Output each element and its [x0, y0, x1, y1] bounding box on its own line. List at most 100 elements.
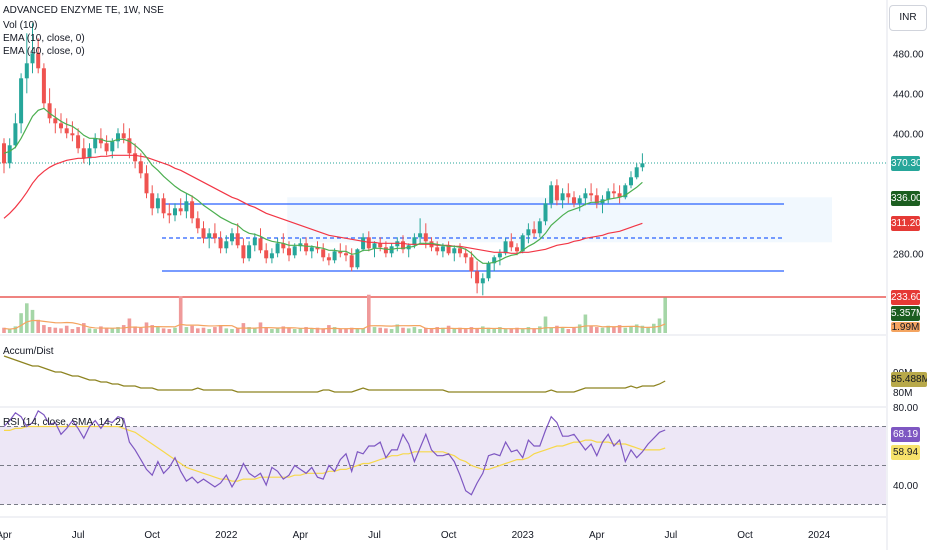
volume-bar	[577, 324, 582, 333]
candle-body	[492, 257, 497, 264]
volume-bar	[463, 329, 468, 333]
rsi-tag: 68.19	[891, 427, 920, 442]
legend-rsi[interactable]: RSI (14, close, SMA, 14, 2)	[3, 417, 125, 428]
candle-body	[70, 133, 75, 136]
range-box	[287, 197, 832, 243]
volume-bar	[235, 327, 240, 333]
candle-body	[133, 153, 138, 162]
volume-bar	[332, 327, 337, 333]
candle-body	[178, 208, 183, 212]
candle-body	[378, 243, 383, 248]
candle-body	[606, 191, 611, 200]
volume-bar	[458, 327, 462, 333]
candle-body	[304, 243, 309, 252]
volume-bar	[110, 328, 115, 333]
time-axis-label: Jul	[665, 530, 678, 541]
legend-ema10[interactable]: EMA (10, close, 0)	[3, 33, 85, 44]
candle-body	[104, 143, 109, 152]
volume-bar	[156, 327, 160, 333]
candle-body	[515, 247, 519, 252]
volume-bar	[498, 327, 502, 333]
volume-bar	[623, 327, 628, 333]
volume-bar	[520, 329, 525, 333]
volume-bar	[429, 328, 434, 333]
volume-bar	[412, 327, 417, 333]
legend-ema40[interactable]: EMA (40, close, 0)	[3, 46, 85, 57]
candle-body	[589, 193, 594, 196]
candle-body	[64, 128, 69, 134]
volume-bar	[384, 328, 388, 333]
time-axis-label: Apr	[293, 530, 309, 541]
volume-bar	[82, 323, 86, 333]
candle-body	[554, 185, 559, 201]
volume-bar	[184, 327, 189, 333]
candle-body	[435, 247, 440, 252]
candle-body	[566, 193, 571, 198]
candle-body	[315, 247, 320, 250]
volume-bar	[275, 328, 280, 333]
candle-body	[207, 233, 212, 239]
candle-body	[338, 251, 343, 254]
candle-body	[292, 246, 297, 256]
rsi-tick-label: 80.00	[893, 403, 918, 414]
candle-body	[355, 249, 360, 268]
volume-bar	[304, 327, 308, 333]
candle-body	[594, 195, 599, 204]
symbol-title[interactable]: ADVANCED ENZYME TE, 1W, NSE	[3, 5, 164, 16]
volume-bar	[538, 326, 542, 333]
time-axis-label: 2022	[215, 530, 238, 541]
volume-bar	[338, 329, 343, 333]
candle-body	[161, 198, 166, 214]
currency-button[interactable]: INR	[889, 5, 927, 31]
volume-bar	[224, 328, 229, 333]
volume-bar	[201, 327, 206, 333]
ema10-line	[3, 107, 643, 264]
volume-bar	[424, 327, 428, 333]
candle-body	[76, 135, 81, 149]
volume-bar	[173, 327, 177, 333]
candle-body	[611, 191, 616, 194]
volume-bar	[139, 327, 143, 333]
volume-bar	[378, 327, 382, 333]
candle-body	[452, 248, 457, 254]
volume-bar	[401, 327, 405, 333]
volume-bar	[617, 325, 622, 333]
legend-accdist[interactable]: Accum/Dist	[3, 346, 54, 357]
volume-bar	[310, 329, 314, 333]
volume-bar	[555, 325, 559, 333]
legend-volume[interactable]: Vol (10)	[3, 20, 38, 31]
time-axis-label: Jul	[72, 530, 85, 541]
candle-body	[59, 123, 63, 129]
volume-bar	[150, 325, 154, 333]
candle-body	[195, 218, 200, 229]
volume-bar	[441, 327, 445, 333]
volume-bar	[270, 329, 274, 333]
volume-bar	[2, 327, 6, 333]
volume-bar	[486, 327, 491, 333]
candle-body	[184, 201, 189, 212]
candle-body	[258, 238, 263, 251]
candle-body	[577, 198, 582, 204]
volume-bar	[116, 327, 120, 333]
volume-bar	[652, 323, 656, 333]
volume-bar	[549, 327, 553, 333]
volume-bar	[87, 328, 92, 333]
volume-bar	[47, 327, 52, 333]
volume-bar	[372, 327, 377, 333]
volume-bar	[367, 294, 371, 333]
candle-body	[497, 253, 502, 258]
candle-body	[47, 103, 52, 119]
support-tag: 233.60	[891, 290, 920, 305]
time-axis-label: 2023	[512, 530, 535, 541]
candle-body	[241, 245, 246, 259]
volume-bar	[355, 329, 360, 333]
price-tick-label: 280.00	[893, 249, 924, 260]
candle-body	[475, 271, 480, 284]
candle-body	[275, 243, 280, 254]
candle-body	[383, 247, 388, 254]
volume-bar	[634, 324, 639, 333]
volume-bar	[492, 328, 496, 333]
candle-body	[110, 141, 115, 152]
candle-body	[583, 193, 588, 199]
